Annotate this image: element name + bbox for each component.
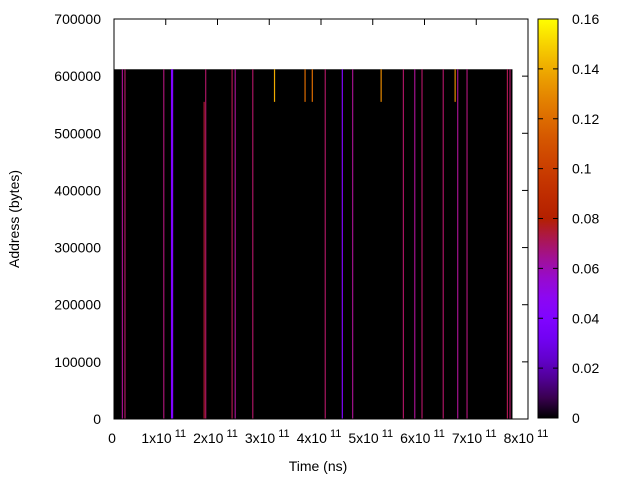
heatmap-stripe	[324, 69, 326, 420]
heatmap-stripe	[457, 69, 459, 420]
heatmap-stripe	[380, 69, 382, 102]
colorbar-tick-label: 0.04	[572, 310, 599, 326]
heatmap-stripe	[163, 69, 165, 420]
x-axis-label: Time (ns)	[289, 458, 348, 474]
y-tick-label: 600000	[54, 68, 101, 84]
x-tick-label: 3x10 11	[245, 428, 290, 446]
heatmap-stripe	[341, 69, 343, 420]
heatmap-stripe	[506, 69, 508, 420]
heatmap-background	[114, 69, 513, 420]
y-tick-label: 400000	[54, 182, 101, 198]
colorbar-tick-label: 0.12	[572, 111, 599, 127]
heatmap-stripe	[171, 69, 174, 420]
x-tick-label: 1x10 11	[141, 428, 186, 446]
x-tick-label: 0	[108, 430, 116, 446]
x-tick-label: 6x10 11	[400, 428, 445, 446]
y-axis-label: Address (bytes)	[6, 170, 22, 268]
heatmap-stripe	[414, 69, 416, 420]
y-tick-label: 0	[93, 411, 101, 427]
heatmap-stripe	[121, 69, 123, 420]
colorbar-tick-label: 0.16	[572, 11, 599, 27]
heatmap-stripe	[442, 69, 444, 420]
colorbar-tick-label: 0.06	[572, 260, 599, 276]
colorbar-tick-label: 0.08	[572, 211, 599, 227]
y-tick-label: 300000	[54, 240, 101, 256]
x-tick-label: 2x10 11	[193, 428, 238, 446]
heatmap-stripe	[454, 69, 456, 102]
heatmap-stripe	[124, 69, 126, 420]
heatmap-area	[114, 69, 513, 420]
heatmap-stripe	[402, 69, 404, 420]
heatmap-stripe	[205, 69, 207, 420]
heatmap-stripe	[352, 69, 354, 420]
y-tick-label: 200000	[54, 297, 101, 313]
x-tick-label: 4x10 11	[297, 428, 342, 446]
heatmap-stripe	[509, 69, 511, 420]
x-tick-label: 8x10 11	[504, 428, 549, 446]
heatmap-stripe	[170, 69, 173, 420]
x-tick-label: 7x10 11	[452, 428, 497, 446]
heatmap-stripe	[203, 101, 205, 419]
colorbar-tick-label: 0.14	[572, 61, 599, 77]
y-tick-label: 500000	[54, 125, 101, 141]
y-tick-label: 100000	[54, 354, 101, 370]
heatmap-stripe	[421, 69, 423, 420]
heatmap-stripe	[234, 69, 236, 420]
heatmap-stripe	[273, 69, 276, 102]
heatmap-stripe	[304, 69, 306, 102]
heatmap-stripe	[466, 69, 468, 420]
colorbar-tick-label: 0	[572, 410, 580, 426]
y-axis-ticks: 0 100000 200000 300000 400000 500000 600000 700…	[54, 11, 528, 427]
colorbar-ticks: 0 0.02 0.04 0.06 0.08 0.1 0.12 0.14 0.16	[538, 11, 599, 426]
heatmap-stripe	[311, 69, 313, 102]
colorbar-tick-label: 0.1	[572, 161, 592, 177]
colorbar-tick-label: 0.02	[572, 360, 599, 376]
x-tick-label: 5x10 11	[348, 428, 393, 446]
heatmap-stripe	[231, 69, 233, 420]
heatmap-stripe	[252, 69, 254, 420]
y-tick-label: 700000	[54, 11, 101, 27]
